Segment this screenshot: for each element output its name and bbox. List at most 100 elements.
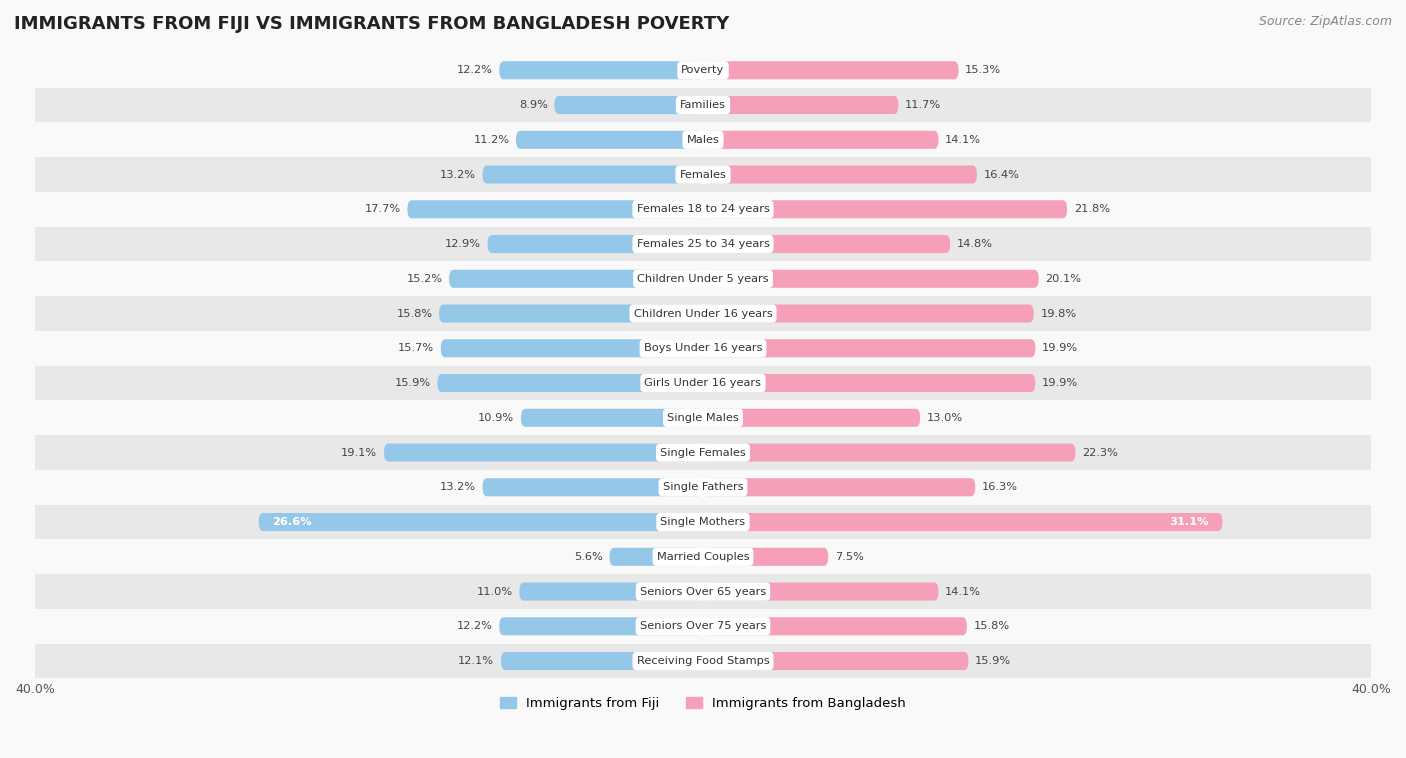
Text: Boys Under 16 years: Boys Under 16 years bbox=[644, 343, 762, 353]
Text: IMMIGRANTS FROM FIJI VS IMMIGRANTS FROM BANGLADESH POVERTY: IMMIGRANTS FROM FIJI VS IMMIGRANTS FROM … bbox=[14, 15, 730, 33]
Text: Source: ZipAtlas.com: Source: ZipAtlas.com bbox=[1258, 15, 1392, 28]
FancyBboxPatch shape bbox=[384, 443, 703, 462]
Text: 12.9%: 12.9% bbox=[444, 239, 481, 249]
FancyBboxPatch shape bbox=[259, 513, 703, 531]
Text: 11.7%: 11.7% bbox=[905, 100, 941, 110]
Text: Families: Families bbox=[681, 100, 725, 110]
FancyBboxPatch shape bbox=[516, 130, 703, 149]
FancyBboxPatch shape bbox=[437, 374, 703, 392]
Bar bbox=[35, 400, 1371, 435]
Bar bbox=[35, 609, 1371, 644]
FancyBboxPatch shape bbox=[703, 130, 938, 149]
Text: 14.8%: 14.8% bbox=[957, 239, 993, 249]
Bar bbox=[35, 365, 1371, 400]
Text: 15.8%: 15.8% bbox=[973, 622, 1010, 631]
Text: 26.6%: 26.6% bbox=[273, 517, 312, 527]
Text: 13.2%: 13.2% bbox=[440, 170, 475, 180]
Text: 13.2%: 13.2% bbox=[440, 482, 475, 492]
Text: 15.7%: 15.7% bbox=[398, 343, 434, 353]
Text: 15.2%: 15.2% bbox=[406, 274, 443, 283]
FancyBboxPatch shape bbox=[482, 478, 703, 496]
FancyBboxPatch shape bbox=[703, 478, 976, 496]
FancyBboxPatch shape bbox=[703, 61, 959, 80]
Text: 7.5%: 7.5% bbox=[835, 552, 863, 562]
Text: 14.1%: 14.1% bbox=[945, 135, 981, 145]
Text: 31.1%: 31.1% bbox=[1170, 517, 1209, 527]
Bar bbox=[35, 157, 1371, 192]
Text: Single Fathers: Single Fathers bbox=[662, 482, 744, 492]
FancyBboxPatch shape bbox=[554, 96, 703, 114]
FancyBboxPatch shape bbox=[703, 582, 938, 600]
FancyBboxPatch shape bbox=[703, 270, 1039, 288]
Text: 16.4%: 16.4% bbox=[984, 170, 1019, 180]
FancyBboxPatch shape bbox=[501, 652, 703, 670]
Text: 14.1%: 14.1% bbox=[945, 587, 981, 597]
Text: 19.9%: 19.9% bbox=[1042, 378, 1078, 388]
Bar bbox=[35, 470, 1371, 505]
Text: 8.9%: 8.9% bbox=[519, 100, 548, 110]
FancyBboxPatch shape bbox=[703, 165, 977, 183]
Text: Single Mothers: Single Mothers bbox=[661, 517, 745, 527]
Text: 21.8%: 21.8% bbox=[1074, 204, 1109, 215]
Text: 13.0%: 13.0% bbox=[927, 413, 963, 423]
Bar bbox=[35, 192, 1371, 227]
FancyBboxPatch shape bbox=[703, 200, 1067, 218]
Text: 10.9%: 10.9% bbox=[478, 413, 515, 423]
Text: 22.3%: 22.3% bbox=[1083, 447, 1118, 458]
Text: Single Females: Single Females bbox=[661, 447, 745, 458]
Text: Poverty: Poverty bbox=[682, 65, 724, 75]
FancyBboxPatch shape bbox=[522, 409, 703, 427]
Text: 15.8%: 15.8% bbox=[396, 309, 433, 318]
Bar bbox=[35, 296, 1371, 331]
FancyBboxPatch shape bbox=[449, 270, 703, 288]
FancyBboxPatch shape bbox=[703, 513, 1222, 531]
Bar bbox=[35, 540, 1371, 574]
FancyBboxPatch shape bbox=[703, 374, 1035, 392]
FancyBboxPatch shape bbox=[703, 652, 969, 670]
FancyBboxPatch shape bbox=[408, 200, 703, 218]
Text: 11.2%: 11.2% bbox=[474, 135, 509, 145]
Bar bbox=[35, 262, 1371, 296]
FancyBboxPatch shape bbox=[703, 443, 1076, 462]
Text: 19.8%: 19.8% bbox=[1040, 309, 1077, 318]
FancyBboxPatch shape bbox=[703, 96, 898, 114]
Text: 19.9%: 19.9% bbox=[1042, 343, 1078, 353]
Bar bbox=[35, 88, 1371, 122]
FancyBboxPatch shape bbox=[609, 548, 703, 565]
Text: 20.1%: 20.1% bbox=[1046, 274, 1081, 283]
Text: 5.6%: 5.6% bbox=[574, 552, 603, 562]
Text: Males: Males bbox=[686, 135, 720, 145]
Legend: Immigrants from Fiji, Immigrants from Bangladesh: Immigrants from Fiji, Immigrants from Ba… bbox=[495, 692, 911, 716]
Text: Single Males: Single Males bbox=[666, 413, 740, 423]
FancyBboxPatch shape bbox=[499, 61, 703, 80]
Text: 11.0%: 11.0% bbox=[477, 587, 513, 597]
Bar bbox=[35, 574, 1371, 609]
Text: Seniors Over 65 years: Seniors Over 65 years bbox=[640, 587, 766, 597]
Text: 16.3%: 16.3% bbox=[981, 482, 1018, 492]
FancyBboxPatch shape bbox=[703, 340, 1035, 357]
Text: 15.3%: 15.3% bbox=[965, 65, 1001, 75]
Text: Seniors Over 75 years: Seniors Over 75 years bbox=[640, 622, 766, 631]
FancyBboxPatch shape bbox=[482, 165, 703, 183]
Text: 12.2%: 12.2% bbox=[457, 622, 492, 631]
FancyBboxPatch shape bbox=[703, 409, 920, 427]
Text: Females 25 to 34 years: Females 25 to 34 years bbox=[637, 239, 769, 249]
Text: 12.1%: 12.1% bbox=[458, 656, 495, 666]
FancyBboxPatch shape bbox=[519, 582, 703, 600]
Bar bbox=[35, 122, 1371, 157]
FancyBboxPatch shape bbox=[703, 548, 828, 565]
Text: 12.2%: 12.2% bbox=[457, 65, 492, 75]
Text: Children Under 16 years: Children Under 16 years bbox=[634, 309, 772, 318]
Text: Married Couples: Married Couples bbox=[657, 552, 749, 562]
Bar bbox=[35, 331, 1371, 365]
Bar bbox=[35, 505, 1371, 540]
Text: 17.7%: 17.7% bbox=[364, 204, 401, 215]
FancyBboxPatch shape bbox=[703, 305, 1033, 323]
Text: 15.9%: 15.9% bbox=[395, 378, 430, 388]
Bar bbox=[35, 227, 1371, 262]
Text: Girls Under 16 years: Girls Under 16 years bbox=[644, 378, 762, 388]
Text: Receiving Food Stamps: Receiving Food Stamps bbox=[637, 656, 769, 666]
Bar bbox=[35, 53, 1371, 88]
Text: 15.9%: 15.9% bbox=[976, 656, 1011, 666]
FancyBboxPatch shape bbox=[499, 617, 703, 635]
